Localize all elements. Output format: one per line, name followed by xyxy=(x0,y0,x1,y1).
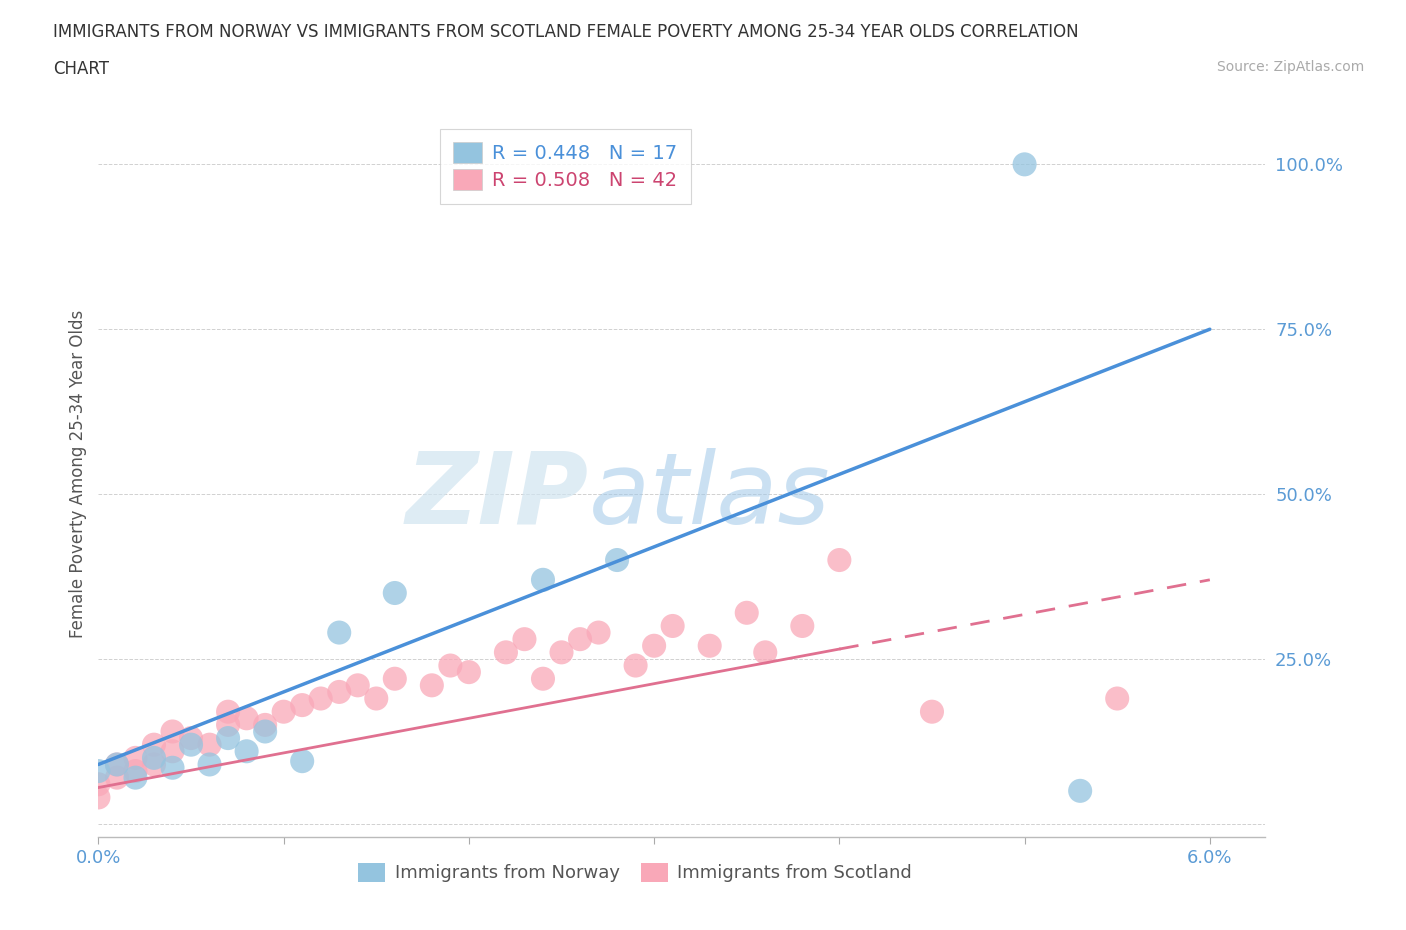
Point xyxy=(198,737,221,752)
Point xyxy=(143,737,166,752)
Point xyxy=(162,724,184,739)
Point xyxy=(328,625,350,640)
Point xyxy=(105,757,128,772)
Point xyxy=(1069,783,1091,798)
Point xyxy=(346,678,368,693)
Point xyxy=(588,625,610,640)
Point xyxy=(513,631,536,646)
Point xyxy=(439,658,461,673)
Point xyxy=(366,691,388,706)
Point xyxy=(569,631,592,646)
Point xyxy=(124,770,146,785)
Point xyxy=(699,638,721,653)
Point xyxy=(1014,157,1036,172)
Text: atlas: atlas xyxy=(589,447,830,545)
Text: IMMIGRANTS FROM NORWAY VS IMMIGRANTS FROM SCOTLAND FEMALE POVERTY AMONG 25-34 YE: IMMIGRANTS FROM NORWAY VS IMMIGRANTS FRO… xyxy=(53,23,1078,41)
Point xyxy=(661,618,683,633)
Point xyxy=(105,770,128,785)
Point xyxy=(828,552,851,567)
Point xyxy=(217,731,239,746)
Point xyxy=(235,711,257,725)
Text: CHART: CHART xyxy=(53,60,110,78)
Point xyxy=(328,684,350,699)
Point xyxy=(254,724,277,739)
Point xyxy=(1107,691,1129,706)
Point xyxy=(921,704,943,719)
Point xyxy=(180,737,202,752)
Point xyxy=(531,671,554,686)
Point xyxy=(124,764,146,778)
Point xyxy=(309,691,332,706)
Point xyxy=(735,605,758,620)
Point xyxy=(624,658,647,673)
Point xyxy=(180,731,202,746)
Point xyxy=(217,704,239,719)
Point xyxy=(384,586,406,601)
Point xyxy=(291,698,314,712)
Point xyxy=(87,790,110,804)
Point xyxy=(643,638,665,653)
Point xyxy=(495,644,517,659)
Point xyxy=(457,665,479,680)
Point xyxy=(87,777,110,791)
Legend: Immigrants from Norway, Immigrants from Scotland: Immigrants from Norway, Immigrants from … xyxy=(352,856,920,890)
Point xyxy=(124,751,146,765)
Point xyxy=(217,717,239,732)
Text: Source: ZipAtlas.com: Source: ZipAtlas.com xyxy=(1216,60,1364,74)
Point xyxy=(792,618,814,633)
Point xyxy=(754,644,776,659)
Point xyxy=(254,717,277,732)
Point xyxy=(384,671,406,686)
Point xyxy=(531,572,554,587)
Point xyxy=(550,644,572,659)
Point xyxy=(420,678,443,693)
Point xyxy=(235,744,257,759)
Point xyxy=(143,751,166,765)
Point xyxy=(198,757,221,772)
Point xyxy=(87,764,110,778)
Point xyxy=(105,757,128,772)
Point xyxy=(606,552,628,567)
Point xyxy=(162,744,184,759)
Y-axis label: Female Poverty Among 25-34 Year Olds: Female Poverty Among 25-34 Year Olds xyxy=(69,311,87,638)
Point xyxy=(143,757,166,772)
Point xyxy=(162,761,184,776)
Text: ZIP: ZIP xyxy=(405,447,589,545)
Point xyxy=(273,704,295,719)
Point xyxy=(291,753,314,768)
